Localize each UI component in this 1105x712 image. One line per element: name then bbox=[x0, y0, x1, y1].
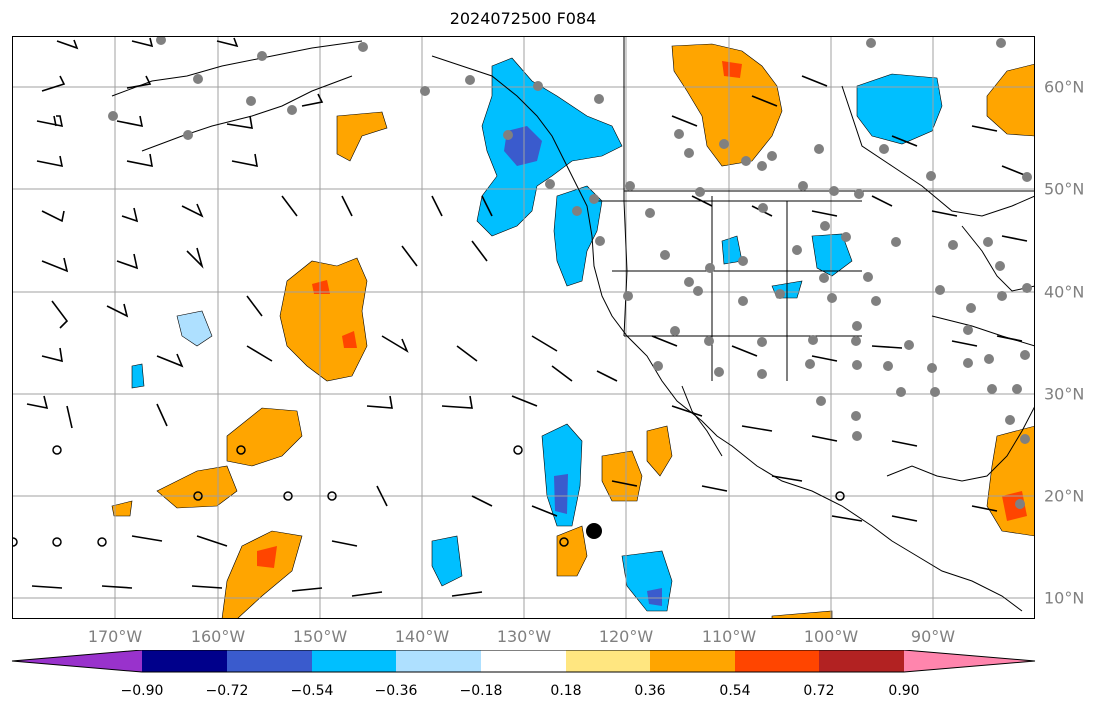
colorbar-tick: 0.18 bbox=[550, 683, 582, 699]
lon-label: 130°W bbox=[496, 627, 552, 646]
colorbar-tick: 0.90 bbox=[888, 683, 920, 699]
colorbar-tick: −0.90 bbox=[120, 683, 164, 699]
colorbar-bin bbox=[650, 650, 735, 672]
colorbar-tick: −0.18 bbox=[459, 683, 503, 699]
map-title: 2024072500 F084 bbox=[449, 9, 597, 28]
lon-label: 110°W bbox=[701, 627, 757, 646]
anomaly-shading bbox=[111, 43, 1035, 619]
lon-label: 150°W bbox=[292, 627, 348, 646]
colorbar-tick: −0.54 bbox=[290, 683, 334, 699]
colorbar-bin bbox=[566, 650, 650, 672]
graticule bbox=[12, 36, 1035, 619]
colorbar-tick: 0.54 bbox=[719, 683, 751, 699]
lon-label: 90°W bbox=[910, 627, 956, 646]
lon-label: 100°W bbox=[803, 627, 859, 646]
lat-label: 40°N bbox=[1044, 282, 1085, 302]
colorbar-tick: 0.72 bbox=[803, 683, 835, 699]
colorbar-tick: −0.36 bbox=[374, 683, 418, 699]
lon-label: 140°W bbox=[394, 627, 450, 646]
colorbar bbox=[11, 650, 1036, 673]
colorbar-bin bbox=[819, 650, 904, 672]
colorbar-extend-low bbox=[12, 650, 142, 672]
station-markers bbox=[108, 36, 1032, 509]
highlight-point bbox=[586, 523, 602, 539]
lat-label: 50°N bbox=[1044, 179, 1085, 199]
colorbar-bin bbox=[227, 650, 312, 672]
calm-markers bbox=[12, 445, 845, 547]
lat-label: 30°N bbox=[1044, 384, 1085, 404]
colorbar-bin bbox=[142, 650, 227, 672]
colorbar-bin bbox=[735, 650, 819, 672]
lat-label: 60°N bbox=[1044, 77, 1085, 97]
colorbar-segments bbox=[11, 650, 1036, 673]
lat-label: 20°N bbox=[1044, 486, 1085, 506]
lat-label: 10°N bbox=[1044, 588, 1085, 608]
colorbar-bin bbox=[312, 650, 396, 672]
colorbar-extend-high bbox=[904, 650, 1035, 672]
lon-label: 170°W bbox=[87, 627, 143, 646]
coastlines bbox=[111, 36, 1035, 612]
lon-label: 120°W bbox=[598, 627, 654, 646]
map-area bbox=[12, 36, 1035, 619]
lon-label: 160°W bbox=[190, 627, 246, 646]
colorbar-outline bbox=[11, 650, 1036, 673]
colorbar-tick: −0.72 bbox=[205, 683, 249, 699]
colorbar-bin bbox=[396, 650, 481, 672]
colorbar-bin bbox=[481, 650, 566, 672]
colorbar-tick: 0.36 bbox=[634, 683, 666, 699]
